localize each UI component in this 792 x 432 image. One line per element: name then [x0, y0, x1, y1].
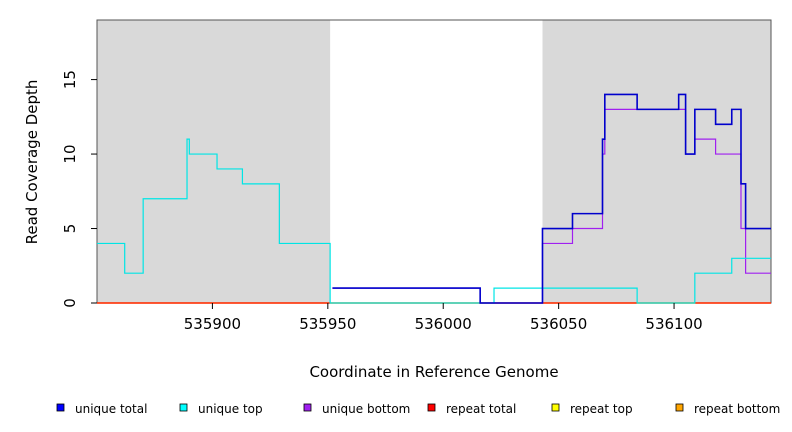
legend: unique total unique top unique bottom repea… [56, 402, 780, 416]
y-tick-label: 10 [61, 145, 79, 164]
legend-swatch-repeat-top [551, 403, 560, 412]
series-unique-top [97, 138, 771, 304]
legend-swatch-unique-total [56, 403, 65, 412]
x-tick-label: 535900 [184, 315, 241, 333]
y-tick-label: 0 [61, 298, 79, 308]
x-tick-label: 536000 [415, 315, 472, 333]
legend-swatch-unique-top [179, 403, 188, 412]
x-tick-label: 536100 [645, 315, 702, 333]
legend-label-unique-top: unique top [198, 402, 263, 416]
series-lines [97, 93, 771, 304]
legend-swatch-unique-bottom [303, 403, 312, 412]
shaded-region-1 [97, 20, 331, 303]
x-axis-title: Coordinate in Reference Genome [309, 363, 558, 381]
x-tick-label: 535950 [299, 315, 356, 333]
y-axis-title: Read Coverage Depth [23, 80, 41, 245]
shaded-regions [97, 20, 771, 303]
legend-label-repeat-top: repeat top [570, 402, 633, 416]
legend-label-repeat-total: repeat total [446, 402, 516, 416]
legend-label-unique-total: unique total [75, 402, 147, 416]
legend-swatch-repeat-bottom [675, 403, 684, 412]
shaded-region-2 [542, 20, 771, 303]
y-tick-label: 5 [61, 224, 79, 234]
x-tick-label: 536050 [530, 315, 587, 333]
legend-label-unique-bottom: unique bottom [322, 402, 410, 416]
series-unique-total [332, 93, 771, 304]
legend-label-repeat-bottom: repeat bottom [694, 402, 780, 416]
axes: 535900 535950 536000 536050 536100 0 5 10 15 [61, 70, 703, 333]
y-tick-label: 15 [61, 70, 79, 89]
legend-swatch-repeat-total [427, 403, 436, 412]
